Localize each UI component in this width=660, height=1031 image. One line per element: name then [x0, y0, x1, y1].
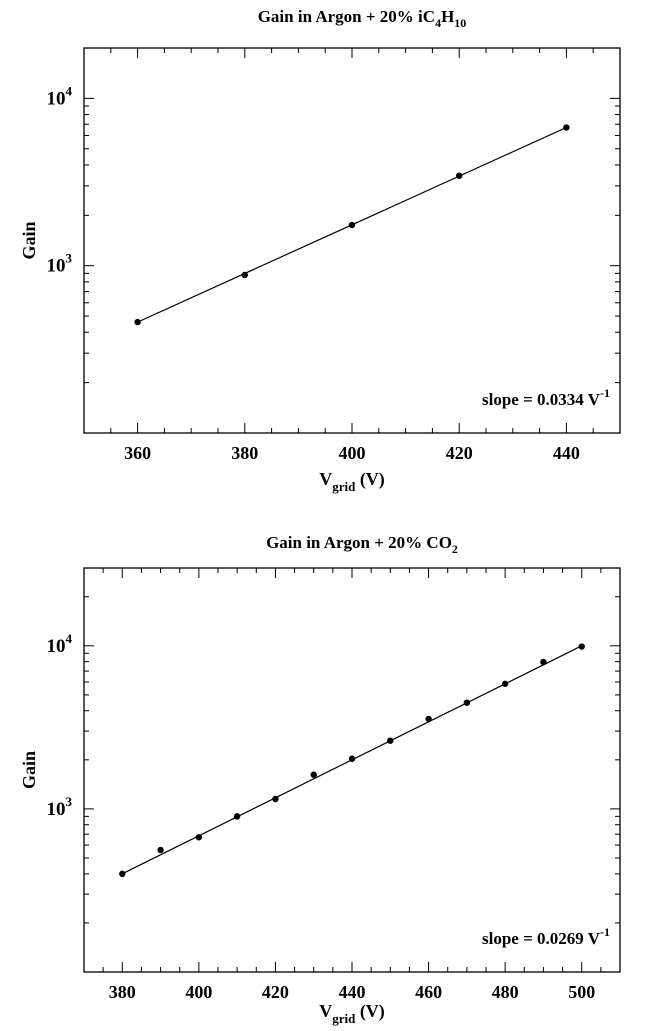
x-tick-label: 440 [553, 443, 580, 463]
data-point [272, 796, 278, 802]
y-tick-label: 104 [47, 631, 73, 657]
slope-annotation: slope = 0.0334 V-1 [482, 386, 610, 409]
y-tick-label: 104 [47, 83, 73, 109]
data-point [540, 659, 546, 665]
y-axis-label: Gain [19, 221, 39, 259]
chart-2: 380 400 420 440 460 480 500 103 104 Gain in Argon… [19, 533, 620, 1026]
data-point [196, 834, 202, 840]
data-point [502, 681, 508, 687]
data-point [579, 643, 585, 649]
plot-frame [84, 568, 620, 972]
x-tick-label: 420 [446, 443, 473, 463]
data-point [311, 772, 317, 778]
x-tick-label: 360 [124, 443, 151, 463]
x-tick-label: 400 [339, 443, 366, 463]
x-tick-label: 480 [492, 982, 519, 1002]
data-point [563, 124, 569, 130]
x-tick-label: 380 [109, 982, 136, 1002]
x-tick-label: 460 [415, 982, 442, 1002]
x-axis-label: Vgrid (V) [319, 469, 385, 494]
data-point [157, 847, 163, 853]
data-point [119, 871, 125, 877]
data-point [464, 699, 470, 705]
data-point [456, 172, 462, 178]
data-point [234, 813, 240, 819]
y-axis-label: Gain [19, 751, 39, 789]
plot-frame [84, 48, 620, 433]
chart-title: Gain in Argon + 20% CO2 [266, 533, 458, 556]
data-point [134, 319, 140, 325]
y-tick-label: 103 [47, 251, 73, 277]
data-point [242, 272, 248, 278]
data-point [349, 756, 355, 762]
chart-title: Gain in Argon + 20% iC4H10 [258, 7, 467, 30]
x-tick-label: 500 [568, 982, 595, 1002]
data-point [387, 737, 393, 743]
x-tick-label: 420 [262, 982, 289, 1002]
x-axis-label: Vgrid (V) [319, 1001, 385, 1026]
x-tick-label: 440 [339, 982, 366, 1002]
x-tick-label: 380 [231, 443, 258, 463]
data-point [349, 222, 355, 228]
x-tick-label: 400 [185, 982, 212, 1002]
y-tick-label: 103 [47, 794, 73, 820]
slope-annotation: slope = 0.0269 V-1 [482, 925, 610, 948]
data-point [425, 716, 431, 722]
chart-1: 360 380 400 420 440 103 104 Gain in Argon + 20%… [19, 7, 620, 494]
